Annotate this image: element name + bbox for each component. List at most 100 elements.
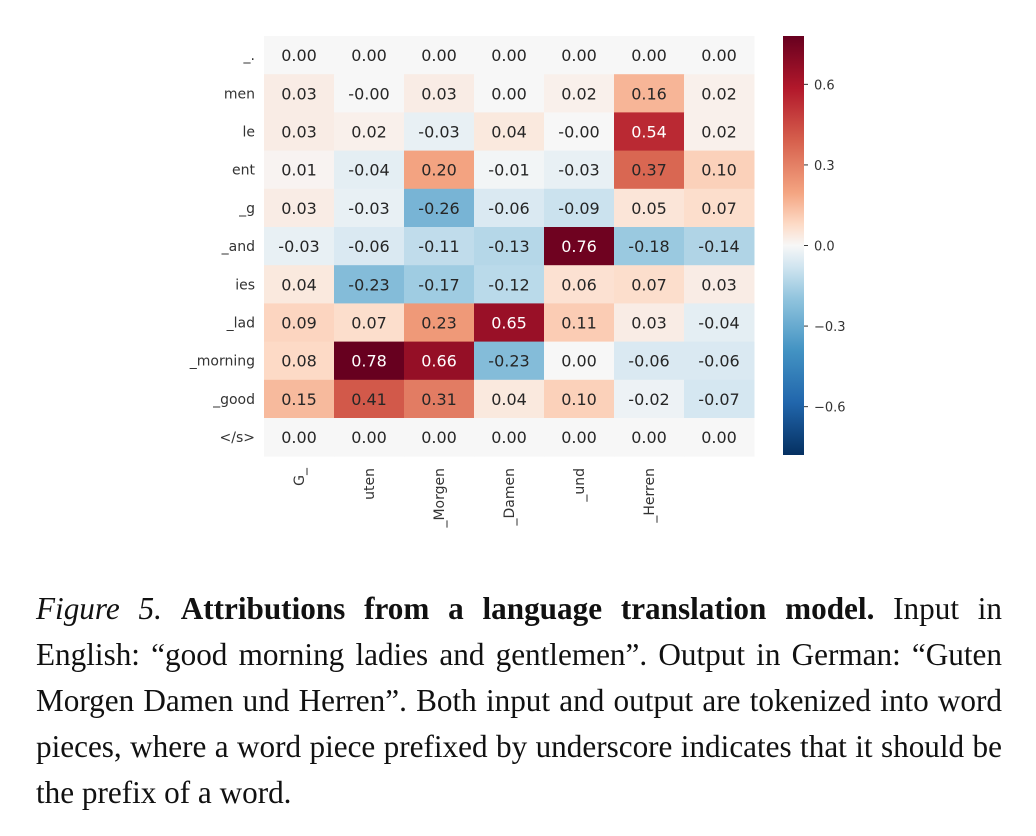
- cell-value-label: 0.03: [701, 275, 737, 294]
- heatmap-cell: [334, 112, 405, 152]
- heatmap-cell: [404, 227, 475, 266]
- cell-value-label: 0.00: [491, 84, 527, 103]
- heatmap-cell: [544, 150, 615, 190]
- heatmap-cell: [684, 227, 755, 266]
- cell-value-label: 0.09: [281, 314, 317, 333]
- heatmap-cell: [614, 112, 685, 152]
- cell-value-label: 0.00: [561, 428, 597, 447]
- heatmap-cell: [474, 36, 545, 75]
- heatmap-cell: [684, 418, 755, 457]
- heatmap-cell: [474, 150, 545, 190]
- cell-value-label: 0.65: [491, 314, 527, 333]
- heatmap-cell: [684, 74, 755, 113]
- heatmap-cell: [404, 150, 475, 190]
- cell-value-label: -0.06: [628, 352, 669, 371]
- heatmap-cell: [544, 112, 615, 152]
- heatmap-cell: [614, 74, 685, 113]
- heatmap-cell: [334, 379, 405, 419]
- column-label: uten: [362, 468, 378, 500]
- heatmap-cell: [264, 36, 335, 75]
- heatmap-cell: [334, 36, 405, 75]
- cell-value-label: 0.00: [561, 46, 597, 65]
- heatmap-cell: [404, 303, 475, 343]
- cell-value-label: 0.78: [351, 352, 387, 371]
- cell-value-label: 0.00: [281, 46, 317, 65]
- cell-value-label: 0.08: [281, 352, 317, 371]
- cell-value-label: 0.01: [281, 161, 317, 180]
- heatmap-cell: [684, 150, 755, 190]
- cell-value-label: -0.02: [628, 390, 669, 409]
- colorbar-tick-label: −0.6: [814, 401, 846, 416]
- cell-value-label: -0.00: [558, 123, 599, 142]
- heatmap-cell: [544, 188, 615, 228]
- heatmap-cell: [614, 227, 685, 266]
- row-label: men: [224, 86, 255, 102]
- row-label: _lad: [226, 316, 255, 332]
- cell-value-label: 0.02: [701, 123, 737, 142]
- heatmap-cell: [264, 265, 335, 304]
- heatmap-cell: [544, 265, 615, 304]
- row-label: le: [242, 125, 255, 141]
- heatmap-cell: [334, 341, 405, 381]
- heatmap-cell: [614, 36, 685, 75]
- cell-value-label: 0.54: [631, 123, 667, 142]
- cell-value-label: -0.17: [418, 275, 459, 294]
- cell-value-label: 0.10: [561, 390, 597, 409]
- cell-value-label: 0.37: [631, 161, 667, 180]
- heatmap-cell: [474, 303, 545, 343]
- cell-value-label: -0.03: [278, 237, 319, 256]
- heatmap-cell: [684, 188, 755, 228]
- heatmap-cell: [404, 265, 475, 304]
- heatmap-cell: [334, 227, 405, 266]
- heatmap-cell: [404, 112, 475, 152]
- heatmap-cell: [684, 341, 755, 381]
- cell-value-label: 0.07: [701, 199, 737, 218]
- colorbar-tick-label: −0.3: [814, 320, 846, 335]
- heatmap-cells: 0.00 0.00 0.00 0.00 0.00 0.00 0.00 0.03 -0.00 0.0…: [264, 36, 755, 457]
- cell-value-label: 0.03: [631, 314, 667, 333]
- cell-value-label: 0.66: [421, 352, 457, 371]
- colorbar-ticks: 0.6 0.3 0.0 −0.3 −0.6: [804, 78, 846, 416]
- heatmap-cell: [544, 341, 615, 381]
- figure-caption: Figure 5. Attributions from a language t…: [36, 586, 1002, 816]
- cell-value-label: 0.04: [491, 123, 527, 142]
- cell-value-label: 0.00: [491, 46, 527, 65]
- heatmap-cell: [544, 418, 615, 457]
- heatmap-cell: [474, 112, 545, 152]
- cell-value-label: 0.00: [561, 352, 597, 371]
- heatmap-cell: [264, 188, 335, 228]
- heatmap-cell: [264, 150, 335, 190]
- cell-value-label: 0.00: [421, 46, 457, 65]
- heatmap-cell: [544, 379, 615, 419]
- colorbar: [783, 36, 804, 455]
- cell-value-label: 0.05: [631, 199, 667, 218]
- cell-value-label: 0.00: [421, 428, 457, 447]
- heatmap-cell: [264, 379, 335, 419]
- heatmap-cell: [614, 150, 685, 190]
- heatmap-cell: [474, 227, 545, 266]
- cell-value-label: -0.26: [418, 199, 459, 218]
- cell-value-label: 0.02: [561, 84, 597, 103]
- heatmap-cell: [264, 418, 335, 457]
- cell-value-label: -0.06: [698, 352, 739, 371]
- heatmap-cell: [474, 188, 545, 228]
- heatmap-cell: [684, 379, 755, 419]
- figure-caption-body: Input in English: “good morning ladies a…: [36, 591, 1003, 810]
- cell-value-label: 0.16: [631, 84, 667, 103]
- column-label: _Herren: [642, 468, 658, 524]
- heatmap-cell: [404, 36, 475, 75]
- cell-value-label: -0.00: [348, 84, 389, 103]
- cell-value-label: -0.14: [698, 237, 739, 256]
- cell-value-label: -0.13: [488, 237, 529, 256]
- heatmap-cell: [684, 265, 755, 304]
- heatmap-cell: [404, 74, 475, 113]
- heatmap-cell: [544, 74, 615, 113]
- cell-value-label: 0.15: [281, 390, 317, 409]
- cell-value-label: -0.03: [558, 161, 599, 180]
- heatmap-cell: [334, 265, 405, 304]
- colorbar-tick-label: 0.3: [814, 159, 835, 174]
- heatmap-cell: [684, 303, 755, 343]
- row-label: _and: [221, 239, 255, 255]
- heatmap-cell: [614, 341, 685, 381]
